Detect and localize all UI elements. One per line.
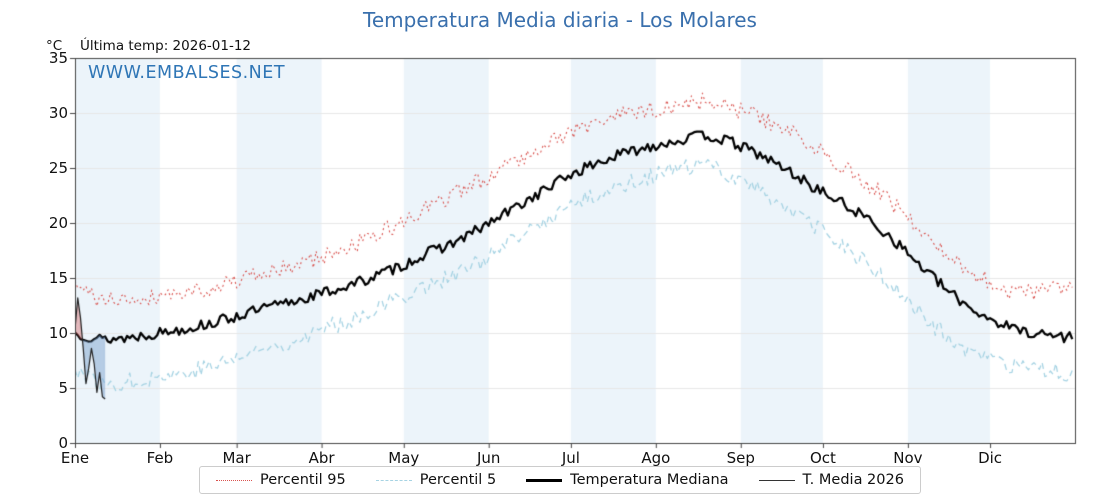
percentil-95-line-sample-icon xyxy=(216,479,253,481)
legend-label-mediana: Temperatura Mediana xyxy=(570,472,729,488)
legend-item-percentil-5: Percentil 5 xyxy=(375,472,497,488)
y-tick-label: 15 xyxy=(48,269,68,287)
x-tick-label-month: Feb xyxy=(146,449,174,467)
y-tick-label: 20 xyxy=(48,214,68,232)
x-tick-label-month: Nov xyxy=(893,449,923,467)
x-tick-label-month: Dic xyxy=(978,449,1003,467)
x-tick-label-month: Jul xyxy=(561,449,580,467)
legend-label-percentil-95: Percentil 95 xyxy=(260,472,346,488)
legend-label-percentil-5: Percentil 5 xyxy=(419,472,497,488)
last-temp-annotation: Última temp: 2026-01-12 xyxy=(80,38,252,54)
legend-item-percentil-95: Percentil 95 xyxy=(216,472,346,488)
legend: Percentil 95 Percentil 5 Temperatura Med… xyxy=(0,466,1120,494)
x-tick-label-month: Oct xyxy=(809,449,836,467)
percentil-5-line-sample-icon xyxy=(375,479,412,481)
x-tick-label-month: Jun xyxy=(476,449,501,467)
legend-item-mediana: Temperatura Mediana xyxy=(526,472,729,488)
y-tick-label: 0 xyxy=(58,434,68,452)
x-tick-label-month: Ene xyxy=(60,449,90,467)
legend-item-t-media-2026: T. Media 2026 xyxy=(758,472,904,488)
x-tick-label-month: Mar xyxy=(222,449,251,467)
legend-label-t-media-2026: T. Media 2026 xyxy=(802,472,904,488)
y-axis-unit-label: °C xyxy=(46,38,63,54)
y-tick-label: 25 xyxy=(48,159,68,177)
legend-box: Percentil 95 Percentil 5 Temperatura Med… xyxy=(199,466,921,494)
x-tick-label-month: May xyxy=(388,449,420,467)
page-title: Temperatura Media diaria - Los Molares xyxy=(363,8,757,32)
x-tick-label-month: Abr xyxy=(308,449,335,467)
y-tick-label: 10 xyxy=(48,324,68,342)
watermark-embalses: WWW.EMBALSES.NET xyxy=(88,63,286,83)
x-tick-label-month: Ago xyxy=(641,449,671,467)
x-tick-label-month: Sep xyxy=(726,449,755,467)
y-tick-label: 5 xyxy=(58,379,68,397)
mediana-line-sample-icon xyxy=(526,478,563,482)
t-media-2026-line-sample-icon xyxy=(758,479,795,481)
y-tick-label: 35 xyxy=(48,49,68,67)
y-tick-label: 30 xyxy=(48,104,68,122)
